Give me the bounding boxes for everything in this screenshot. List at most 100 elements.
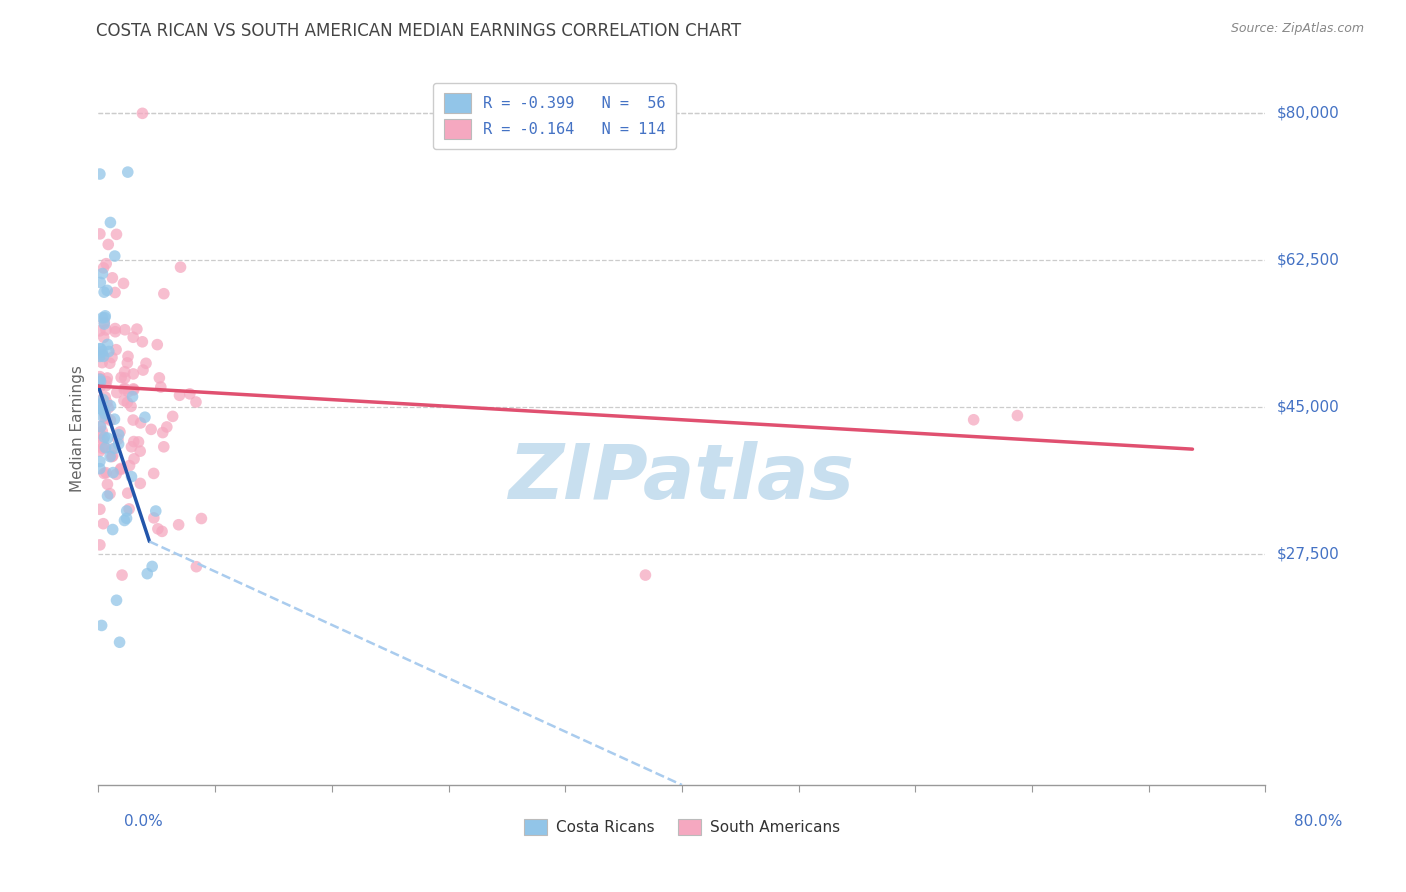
- Point: [94, 441, 117, 455]
- Text: ZIPatlas: ZIPatlas: [509, 442, 855, 515]
- Point: [153, 286, 176, 301]
- Point: [93, 317, 115, 331]
- Point: [101, 523, 124, 537]
- Point: [90, 618, 112, 632]
- Point: [120, 400, 142, 414]
- Point: [112, 393, 135, 408]
- Point: [131, 106, 153, 120]
- Point: [142, 511, 165, 525]
- Point: [93, 467, 115, 481]
- Point: [91, 356, 114, 370]
- Point: [89, 167, 111, 181]
- Point: [169, 388, 191, 402]
- Point: [91, 516, 114, 531]
- Point: [122, 367, 145, 381]
- Point: [117, 395, 139, 409]
- Point: [105, 467, 128, 482]
- Point: [114, 365, 136, 379]
- Point: [93, 285, 115, 300]
- Point: [132, 363, 155, 377]
- Point: [105, 343, 128, 357]
- Point: [156, 420, 179, 434]
- Point: [108, 425, 131, 439]
- Text: 0.0%: 0.0%: [124, 814, 163, 829]
- Point: [111, 568, 134, 582]
- Point: [94, 323, 117, 337]
- Point: [89, 380, 111, 394]
- Point: [97, 401, 120, 415]
- Point: [112, 383, 135, 397]
- Point: [89, 434, 111, 448]
- Point: [93, 260, 115, 275]
- Point: [136, 566, 159, 581]
- Point: [114, 381, 136, 395]
- Legend: Costa Ricans, South Americans: Costa Ricans, South Americans: [517, 814, 846, 841]
- Point: [141, 559, 163, 574]
- Point: [89, 276, 111, 290]
- Point: [89, 342, 111, 356]
- Point: [120, 440, 142, 454]
- Y-axis label: Median Earnings: Median Earnings: [69, 365, 84, 491]
- Point: [100, 215, 122, 229]
- Point: [114, 371, 136, 385]
- Point: [96, 477, 118, 491]
- Point: [110, 370, 132, 384]
- Point: [89, 502, 111, 516]
- Point: [97, 237, 120, 252]
- Point: [125, 322, 148, 336]
- Point: [94, 407, 117, 421]
- Point: [122, 434, 145, 449]
- Point: [148, 371, 170, 385]
- Point: [94, 410, 117, 425]
- Point: [104, 249, 127, 263]
- Point: [105, 227, 128, 242]
- Point: [91, 267, 114, 281]
- Point: [634, 568, 657, 582]
- Point: [122, 330, 145, 344]
- Point: [186, 559, 208, 574]
- Point: [634, 131, 657, 145]
- Point: [91, 433, 114, 447]
- Point: [135, 356, 157, 370]
- Point: [169, 260, 191, 274]
- Point: [91, 344, 114, 359]
- Point: [96, 257, 118, 271]
- Point: [89, 372, 111, 386]
- Point: [94, 390, 117, 404]
- Point: [129, 476, 152, 491]
- Point: [89, 419, 111, 434]
- Point: [107, 427, 129, 442]
- Point: [117, 356, 139, 370]
- Point: [150, 524, 173, 539]
- Point: [97, 344, 120, 359]
- Point: [94, 466, 117, 480]
- Point: [96, 489, 118, 503]
- Point: [100, 399, 122, 413]
- Point: [91, 409, 114, 424]
- Point: [90, 342, 112, 356]
- Text: 80.0%: 80.0%: [1295, 814, 1343, 829]
- Point: [179, 387, 201, 401]
- Point: [96, 371, 118, 385]
- Point: [122, 383, 145, 397]
- Point: [117, 486, 139, 500]
- Point: [114, 323, 136, 337]
- Point: [89, 538, 111, 552]
- Point: [96, 411, 118, 425]
- Point: [89, 369, 111, 384]
- Point: [146, 522, 169, 536]
- Point: [89, 398, 111, 412]
- Point: [122, 413, 145, 427]
- Point: [149, 380, 172, 394]
- Point: [129, 416, 152, 430]
- Point: [89, 227, 111, 241]
- Point: [89, 372, 111, 386]
- Point: [115, 511, 138, 525]
- Point: [107, 437, 129, 451]
- Text: Source: ZipAtlas.com: Source: ZipAtlas.com: [1230, 22, 1364, 36]
- Point: [93, 402, 115, 417]
- Point: [93, 315, 115, 329]
- Point: [91, 310, 114, 325]
- Point: [96, 375, 118, 389]
- Point: [112, 277, 135, 291]
